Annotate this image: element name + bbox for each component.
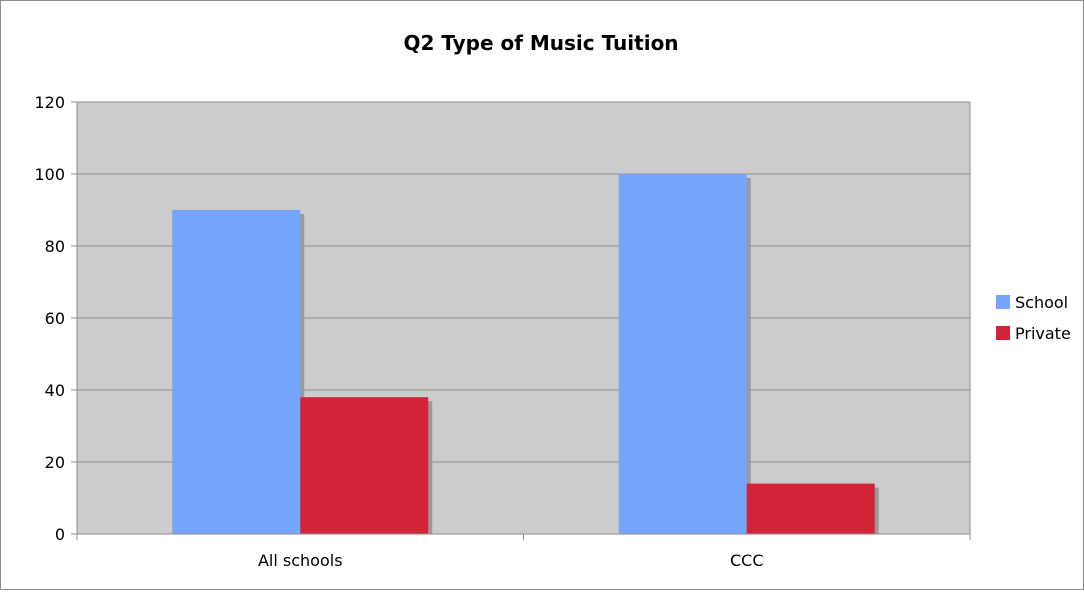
legend-label-school: School: [1015, 293, 1068, 312]
y-tick-label: 0: [55, 525, 65, 544]
bar-school-all-schools: [172, 210, 301, 534]
bar-school-ccc: [618, 174, 747, 534]
legend-swatch-school: [996, 295, 1010, 309]
y-tick-labels: 0 20 40 60 80 100 120: [34, 93, 65, 544]
legend-swatch-private: [996, 326, 1010, 340]
x-tick-labels: All schools CCC: [258, 551, 764, 570]
y-tick-label: 120: [34, 93, 65, 112]
bars: [172, 174, 879, 534]
chart-title: Q2 Type of Music Tuition: [403, 31, 678, 55]
x-tick-label: All schools: [258, 551, 343, 570]
legend: School Private: [996, 293, 1071, 343]
y-tick-label: 40: [45, 381, 65, 400]
legend-label-private: Private: [1015, 324, 1071, 343]
y-tick-label: 80: [45, 237, 65, 256]
bar-private-all-schools: [300, 397, 429, 534]
y-tick-label: 100: [34, 165, 65, 184]
x-tick-label: CCC: [730, 551, 764, 570]
axes: [71, 101, 971, 540]
y-tick-label: 20: [45, 453, 65, 472]
bar-private-ccc: [746, 483, 875, 534]
y-tick-label: 60: [45, 309, 65, 328]
